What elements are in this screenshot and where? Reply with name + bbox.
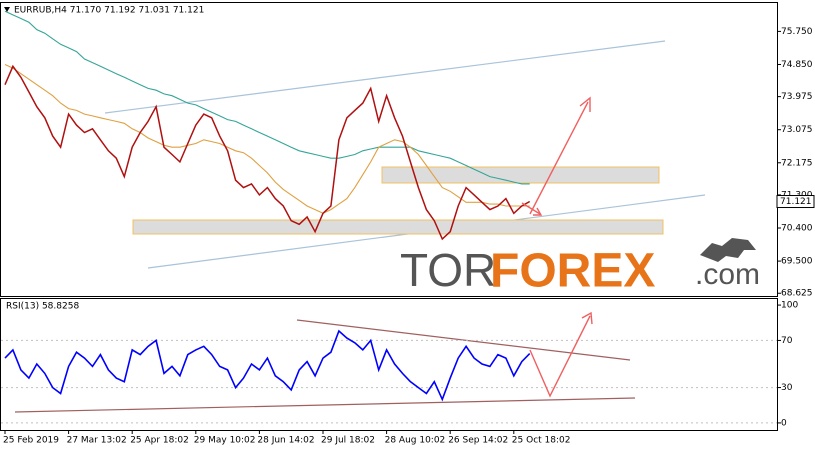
moving-average: [4, 10, 530, 185]
y-tick-label: 72.175: [781, 158, 813, 168]
rsi-trendline: [14, 397, 636, 413]
y-tick-label: 70: [781, 336, 793, 346]
y-tick-label: 74.850: [781, 60, 813, 70]
x-tick-label: 27 Mar 13:02: [67, 436, 127, 446]
menu-triangle[interactable]: [4, 7, 10, 12]
y-tick-label: 70.400: [781, 224, 813, 234]
x-tick-label: 29 May 10:02: [194, 436, 256, 446]
x-tick-label: 28 Jun 14:02: [257, 436, 314, 446]
y-tick-label: 68.625: [781, 289, 813, 299]
y-tick-label: 73.975: [781, 92, 813, 102]
forecast-arrow: [521, 202, 543, 216]
rsi-title: RSI(13) 58.8258: [6, 302, 79, 312]
watermark-text: .com: [695, 258, 760, 291]
forecast-arrow: [529, 96, 591, 215]
price-panel: [0, 2, 778, 297]
x-tick-label: 25 Feb 2019: [3, 436, 59, 446]
price-title: EURRUB,H4 71.170 71.192 71.031 71.121: [14, 6, 204, 16]
y-tick-label: 0: [781, 418, 787, 428]
y-tick-label: 100: [781, 301, 798, 311]
y-tick-label: 30: [781, 383, 793, 393]
moving-average: [4, 63, 530, 214]
support-zone: [132, 219, 664, 235]
rsi-line: [4, 329, 531, 402]
x-tick-label: 25 Oct 18:02: [512, 436, 571, 446]
x-tick-label: 28 Aug 10:02: [385, 436, 446, 446]
x-tick-label: 26 Sep 14:02: [448, 436, 508, 446]
price-label: 71.121: [780, 197, 812, 207]
x-tick-label: 25 Apr 18:02: [130, 436, 189, 446]
watermark-text: TOR: [400, 244, 496, 296]
channel-line: [104, 40, 666, 114]
price-line: [4, 64, 531, 241]
resistance-zone: [381, 166, 660, 184]
rsi-trendline: [296, 319, 631, 361]
watermark-text: FOREX: [490, 245, 655, 298]
watermark: TOR FOREX .com: [400, 238, 760, 298]
y-tick-label: 69.500: [781, 257, 813, 267]
rsi-panel: [0, 298, 778, 431]
y-tick-label: 75.750: [781, 27, 813, 37]
price-label-box: [776, 195, 815, 209]
bull-icon: [700, 238, 756, 262]
y-tick-label: 73.075: [781, 125, 813, 135]
forecast-arrow: [529, 311, 593, 398]
x-tick-label: 29 Jul 18:02: [321, 436, 375, 446]
